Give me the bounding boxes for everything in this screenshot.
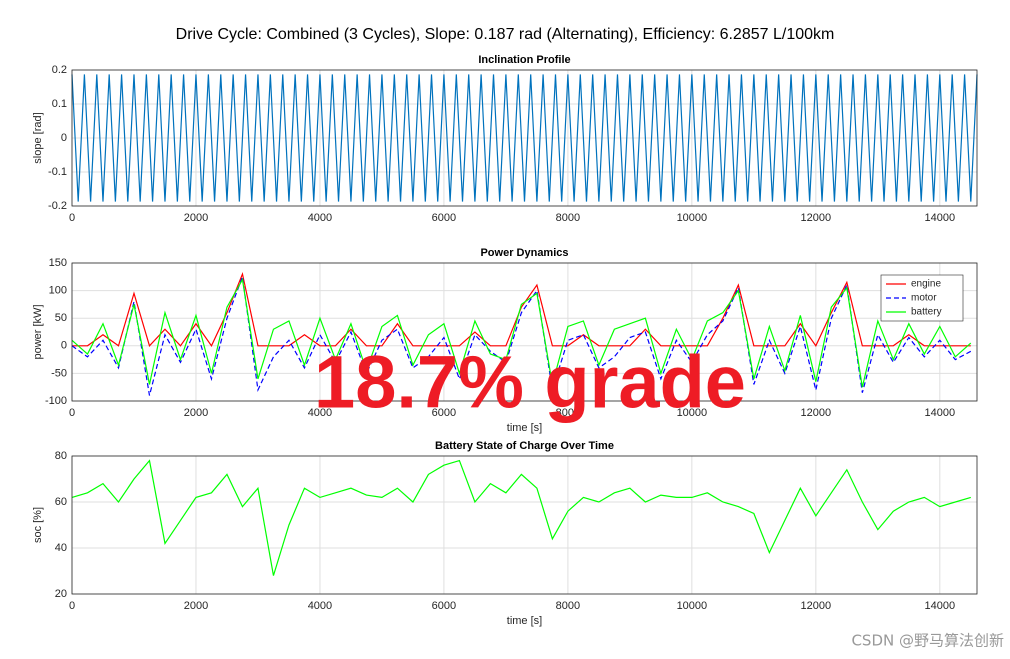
y-axis-label: power [kW] [32, 304, 44, 359]
x-tick-label: 8000 [556, 212, 580, 224]
axes-box [71, 455, 978, 595]
y-tick-label: -0.1 [48, 166, 67, 178]
x-tick-label: 6000 [432, 600, 456, 612]
watermark: CSDN @野马算法创新 [851, 632, 1004, 650]
data-line [71, 276, 972, 396]
y-tick-label: 0 [61, 340, 67, 352]
y-tick-label: 20 [55, 588, 67, 600]
x-tick-label: 10000 [677, 407, 708, 419]
x-axis-label: time [s] [507, 615, 542, 627]
y-tick-label: 0.2 [52, 64, 67, 76]
x-tick-label: 14000 [925, 600, 956, 612]
x-tick-label: 2000 [184, 600, 208, 612]
x-tick-label: 12000 [801, 407, 832, 419]
legend-label: battery [911, 307, 942, 318]
y-tick-label: 60 [55, 496, 67, 508]
y-tick-label: -0.2 [48, 200, 67, 212]
x-tick-label: 14000 [925, 212, 956, 224]
x-tick-label: 8000 [556, 600, 580, 612]
y-tick-label: 50 [55, 312, 67, 324]
axes-box [71, 69, 978, 207]
subplot-title: Inclination Profile [478, 54, 570, 66]
y-tick-label: 100 [49, 285, 67, 297]
overlay-text: 18.7% grade [314, 341, 746, 424]
x-axis-label: time [s] [507, 422, 542, 434]
legend-label: engine [911, 279, 941, 290]
y-tick-label: 0 [61, 132, 67, 144]
x-tick-label: 0 [69, 600, 75, 612]
x-tick-label: 0 [69, 212, 75, 224]
y-axis-label: soc [%] [32, 507, 44, 543]
data-line [71, 277, 972, 388]
y-tick-label: 80 [55, 450, 67, 462]
y-tick-label: 150 [49, 257, 67, 269]
x-tick-label: 4000 [308, 212, 332, 224]
x-tick-label: 6000 [432, 212, 456, 224]
subplot-title: Battery State of Charge Over Time [435, 440, 614, 452]
y-tick-label: -100 [45, 395, 67, 407]
x-tick-label: 4000 [308, 407, 332, 419]
y-axis-label: slope [rad] [32, 112, 44, 163]
data-line [71, 459, 971, 576]
x-tick-label: 12000 [801, 600, 832, 612]
x-tick-label: 8000 [556, 407, 580, 419]
data-line [71, 74, 978, 202]
axes-box [71, 262, 978, 402]
y-tick-label: 40 [55, 542, 67, 554]
x-tick-label: 2000 [184, 407, 208, 419]
x-tick-label: 12000 [801, 212, 832, 224]
y-tick-label: -50 [51, 367, 67, 379]
x-tick-label: 10000 [677, 212, 708, 224]
x-tick-label: 0 [69, 407, 75, 419]
figure-title: Drive Cycle: Combined (3 Cycles), Slope:… [176, 26, 835, 43]
x-tick-label: 4000 [308, 600, 332, 612]
x-tick-label: 2000 [184, 212, 208, 224]
y-tick-label: 0.1 [52, 98, 67, 110]
data-line [72, 271, 971, 347]
x-tick-label: 10000 [677, 600, 708, 612]
x-tick-label: 6000 [432, 407, 456, 419]
legend-label: motor [911, 293, 937, 304]
subplot-title: Power Dynamics [480, 247, 568, 259]
x-tick-label: 14000 [925, 407, 956, 419]
